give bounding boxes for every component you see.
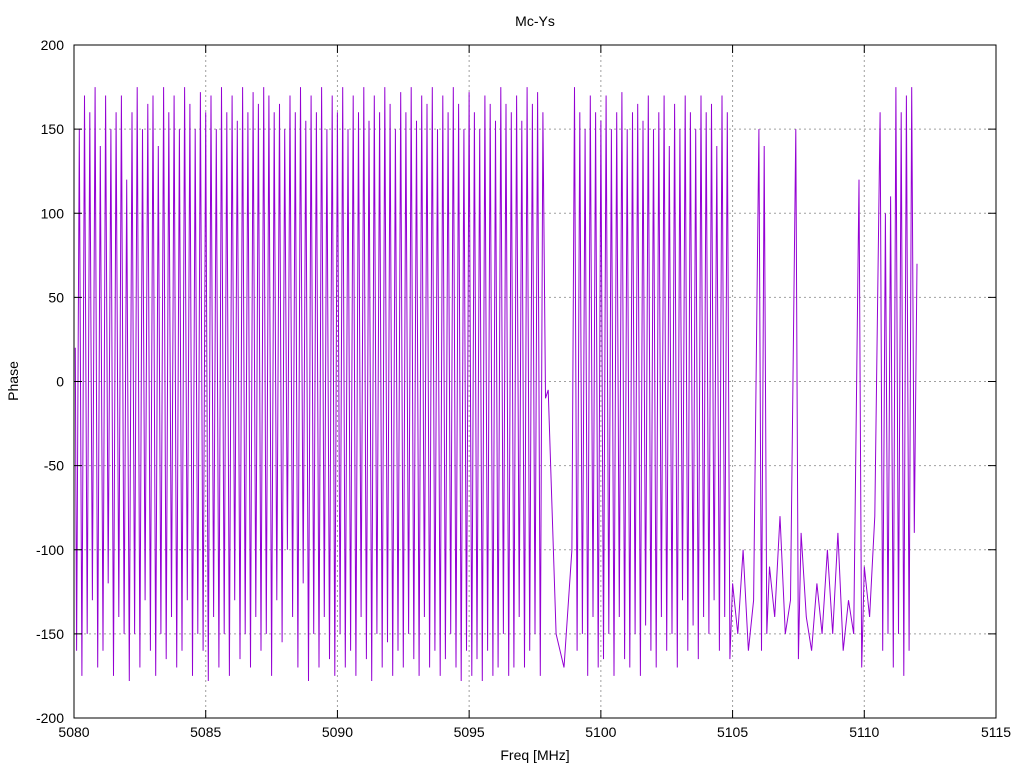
x-axis-title: Freq [MHz]: [500, 747, 569, 763]
y-tick-labels: -200 -150 -100 -50 0 50 100 150 200: [36, 37, 64, 726]
phase-series-line: [74, 87, 918, 682]
series-group: [74, 87, 918, 682]
y-tick-label: 50: [48, 289, 64, 305]
chart-title: Mc-Ys: [515, 13, 555, 29]
x-tick-labels: 5080 5085 5090 5095 5100 5105 5110 5115: [58, 724, 1011, 740]
x-tick-label: 5085: [190, 724, 221, 740]
x-tick-label: 5100: [585, 724, 616, 740]
y-tick-label: 0: [56, 374, 64, 390]
y-tick-label: 100: [41, 205, 65, 221]
x-tick-label: 5090: [322, 724, 353, 740]
y-tick-label: -100: [36, 542, 64, 558]
x-tick-label: 5110: [849, 724, 879, 740]
y-axis-title: Phase: [5, 361, 21, 401]
x-tick-label: 5095: [454, 724, 485, 740]
axis-ticks: [73, 44, 997, 719]
x-tick-label: 5105: [717, 724, 748, 740]
x-tick-label: 5115: [981, 724, 1011, 740]
y-tick-label: 150: [41, 121, 65, 137]
y-tick-label: 200: [41, 37, 65, 53]
x-tick-label: 5080: [58, 724, 89, 740]
y-tick-label: -50: [44, 458, 64, 474]
y-tick-label: -200: [36, 710, 64, 726]
y-tick-label: -150: [36, 626, 64, 642]
